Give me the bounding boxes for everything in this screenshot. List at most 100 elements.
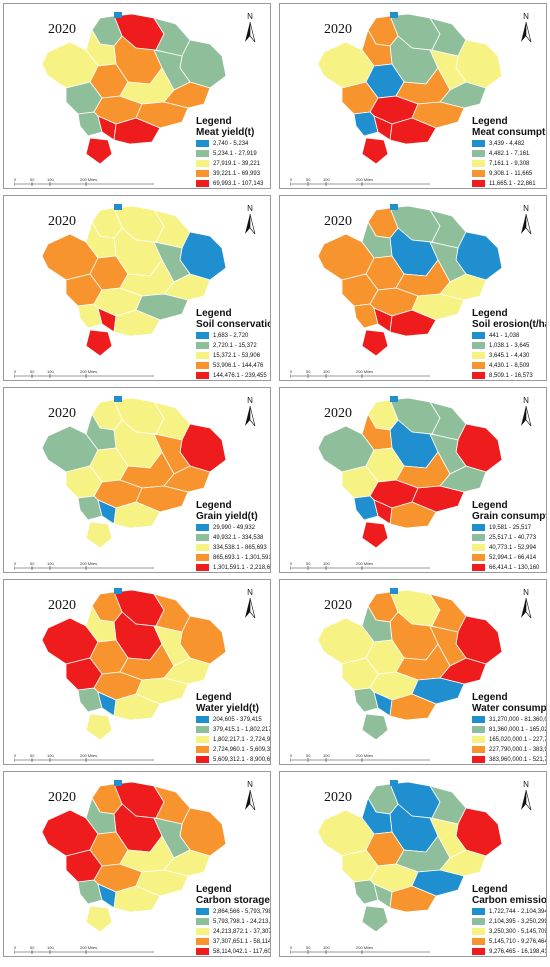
legend-item: 8,509.1 - 16,573 (472, 371, 546, 380)
north-label: N (247, 204, 253, 213)
legend-item: 334,538.1 - 865,693 (196, 543, 270, 552)
legend-class-label: 81,360,000.1 - 165,020,000 (489, 726, 546, 733)
legend-class-label: 49,932.1 - 334,538 (213, 534, 264, 541)
legend-item: 27,919.1 - 39,221 (196, 159, 270, 168)
legend-class-label: 58,114,042.1 - 117,604,755 (213, 948, 271, 955)
choropleth-map (317, 588, 503, 741)
legend-class-label: 4,430.1 - 8,509 (489, 362, 530, 369)
legend-item: 383,960,000.1 - 521,780,000 (472, 755, 546, 764)
legend-item: 5,145,710 - 9,276,464 (472, 937, 546, 946)
map-legend: Legend Soil erosion(t/ha) 441 - 1,038 1,038… (472, 308, 546, 380)
legend-item: 11,665.1 - 22,861 (472, 179, 546, 188)
legend-title: Carbon emission(t) (472, 895, 547, 906)
legend-class-label: 25,517.1 - 40,773 (489, 534, 537, 541)
scale-label: 50 (30, 753, 35, 758)
scale-bar: 0 50 100 200 Miles (290, 369, 440, 380)
north-label: N (523, 396, 529, 405)
scale-label: 200 Miles (80, 177, 98, 182)
legend-class-label: 31,270,000 - 81,360,000 (489, 716, 546, 723)
legend-class-label: 1,683 - 2,720 (213, 332, 249, 339)
legend-swatch (196, 716, 209, 723)
map-region (361, 137, 389, 165)
legend-item: 49,932.1 - 334,538 (196, 533, 270, 542)
legend-item: 379,415.1 - 1,802,217 (196, 725, 271, 734)
legend-class-label: 9,276,465 - 16,198,418 (489, 948, 547, 955)
map-region (389, 693, 437, 721)
legend-class-label: 2,724,960.1 - 5,609,312 (213, 746, 271, 753)
legend-item: 5,234.1 - 27,919 (196, 149, 270, 158)
legend-swatch (472, 736, 485, 743)
legend-class-label: 19,581 - 25,517 (489, 524, 532, 531)
legend-item: 53,906.1 - 144,476 (196, 361, 270, 370)
legend-title: Water yield(t) (196, 703, 259, 714)
scale-label: 100 (323, 177, 330, 182)
legend-class-label: 8,509.1 - 16,573 (489, 372, 533, 379)
legend-swatch (472, 948, 485, 955)
map-region (361, 521, 389, 549)
legend-heading: Legend (196, 116, 232, 127)
legend-item: 69,993.1 - 107,143 (196, 179, 270, 188)
map-region (113, 501, 161, 529)
legend-class-label: 39,221.1 - 69,993 (213, 170, 261, 177)
scale-label: 200 Miles (356, 945, 374, 950)
map-region (85, 329, 113, 357)
legend-swatch (472, 170, 485, 177)
choropleth-map (317, 396, 503, 549)
map-marker (114, 588, 122, 594)
map-marker (114, 12, 122, 18)
north-label: N (523, 588, 529, 597)
legend-title: Soil conservation(t/ha) (196, 319, 270, 330)
scale-label: 100 (323, 369, 330, 374)
legend-swatch (196, 948, 209, 955)
legend-swatch (196, 342, 209, 349)
legend-item: 2,740 - 5,234 (196, 139, 270, 148)
legend-class-label: 379,415.1 - 1,802,217 (213, 726, 271, 733)
map-marker (114, 780, 122, 786)
north-arrow-icon: N (242, 204, 258, 236)
north-arrow-icon: N (242, 588, 258, 620)
scale-bar: 0 50 100 200 Miles (290, 177, 440, 188)
scale-label: 50 (30, 561, 35, 566)
map-marker (390, 588, 398, 594)
legend-class-label: 144,476.1 - 239,455 (213, 372, 267, 379)
legend-item: 40,773.1 - 52,994 (472, 543, 546, 552)
north-arrow-icon: N (518, 396, 534, 428)
legend-class-label: 1,038.1 - 3,645 (489, 342, 530, 349)
map-legend: Legend Water yield(t) 204,605 - 379,415 379… (196, 692, 271, 764)
map-region (85, 713, 113, 741)
legend-title: Water consumption(t) (472, 703, 547, 714)
legend-swatch (472, 332, 485, 339)
legend-item: 441 - 1,038 (472, 331, 546, 340)
legend-swatch (472, 342, 485, 349)
legend-heading: Legend (472, 884, 508, 895)
scale-label: 200 Miles (80, 561, 98, 566)
legend-heading: Legend (196, 500, 232, 511)
legend-swatch (196, 352, 209, 359)
legend-item: 865,693.1 - 1,301,591 (196, 553, 270, 562)
map-marker (114, 204, 122, 210)
scale-label: 100 (323, 945, 330, 950)
legend-item: 9,276,465 - 16,198,418 (472, 947, 547, 956)
legend-item: 31,270,000 - 81,360,000 (472, 715, 546, 724)
map-region (85, 521, 113, 549)
legend-swatch (196, 554, 209, 561)
scale-label: 200 Miles (356, 177, 374, 182)
legend-item: 4,482.1 - 7,161 (472, 149, 546, 158)
legend-item: 144,476.1 - 239,455 (196, 371, 270, 380)
legend-class-label: 227,790,000.1 - 383,960,000 (489, 746, 547, 753)
legend-item: 1,301,591.1 - 2,218,679 (196, 563, 270, 572)
scale-label: 200 Miles (80, 945, 98, 950)
legend-class-label: 27,919.1 - 39,221 (213, 160, 261, 167)
choropleth-map (317, 780, 503, 933)
legend-heading: Legend (472, 308, 508, 319)
legend-swatch (472, 524, 485, 531)
legend-class-label: 7,161.1 - 9,308 (489, 160, 530, 167)
legend-class-label: 1,722,744 - 2,104,394 (489, 908, 547, 915)
legend-class-label: 11,665.1 - 22,861 (489, 180, 536, 187)
legend-item: 2,104,395 - 3,250,299 (472, 917, 546, 926)
legend-item: 2,724,960.1 - 5,609,312 (196, 745, 271, 754)
